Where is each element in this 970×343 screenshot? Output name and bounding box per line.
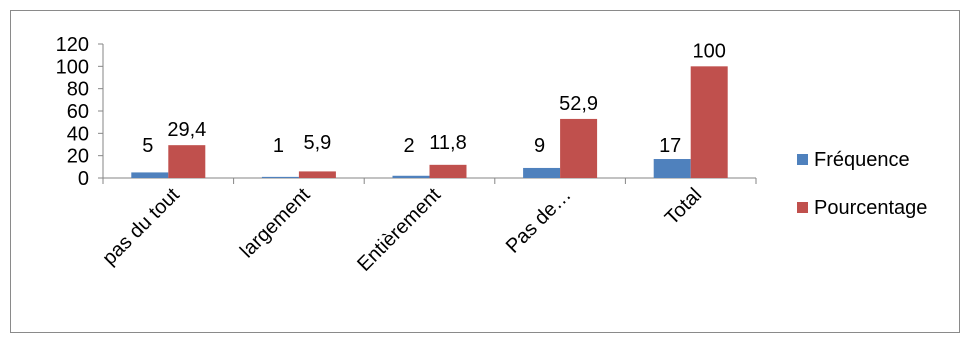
chart-bars [131,66,727,178]
y-tick-label: 60 [67,101,89,123]
y-tick-label: 100 [56,56,89,78]
bar-frequence [654,159,691,178]
data-label-frequence: 1 [273,135,284,157]
data-label-pourcentage: 11,8 [429,132,466,154]
bar-frequence [262,177,299,178]
bar-pourcentage [430,165,467,178]
legend-label-frequence: Fréquence [814,149,910,171]
y-tick-label: 0 [78,168,89,190]
legend-swatch-frequence [797,154,808,165]
bar-pourcentage [299,171,336,178]
bar-pourcentage [168,145,205,178]
bar-frequence [523,168,560,178]
x-tick-label: Pas de… [502,184,576,258]
y-tick-label: 120 [56,34,89,56]
x-tick-label: Entièrement [353,184,445,276]
data-label-pourcentage: 29,4 [167,119,206,141]
chart-frame: 5 29,4 1 5,9 2 11,8 9 52,9 17 100 pas du tout larg… [10,10,960,333]
bar-pourcentage [691,66,728,178]
chart-svg: 5 29,4 1 5,9 2 11,8 9 52,9 17 100 pas du tout larg… [11,11,959,332]
x-tick-label: largement [236,184,315,263]
data-label-pourcentage: 100 [693,40,726,62]
chart-data-labels: 5 29,4 1 5,9 2 11,8 9 52,9 17 100 [142,40,726,157]
data-label-frequence: 2 [403,135,414,157]
y-tick-label: 20 [67,146,89,168]
bar-frequence [393,176,430,178]
data-label-frequence: 17 [659,135,681,157]
chart-legend: Fréquence Pourcentage [797,149,927,219]
data-label-frequence: 5 [142,135,153,157]
y-tick-label: 40 [67,123,89,145]
data-label-frequence: 9 [534,135,545,157]
y-tick-label: 80 [67,79,89,101]
legend-swatch-pourcentage [797,202,808,213]
x-tick-label: pas du tout [98,184,184,270]
data-label-pourcentage: 5,9 [303,132,331,154]
bar-frequence [131,172,168,178]
legend-label-pourcentage: Pourcentage [814,197,927,219]
bar-pourcentage [560,119,597,178]
x-tick-label: Total [661,184,706,229]
data-label-pourcentage: 52,9 [559,93,598,115]
x-axis-tick-labels: pas du tout largement Entièrement Pas de… To… [98,184,706,276]
